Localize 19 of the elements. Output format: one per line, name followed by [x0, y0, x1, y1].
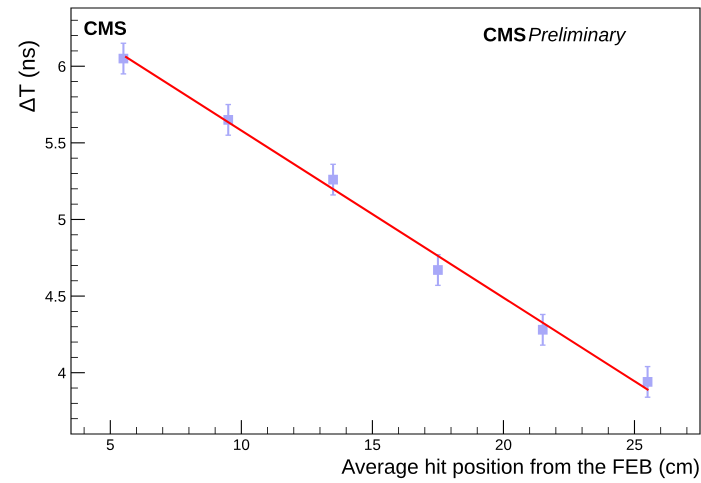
x-tick-label: 25	[626, 439, 642, 450]
y-tick-label: 4	[58, 368, 66, 378]
x-tick-label: 15	[365, 439, 380, 450]
annotation: CMS Preliminary	[484, 27, 626, 46]
point	[538, 324, 548, 335]
point	[433, 265, 443, 275]
y-tick-label: 5	[58, 214, 66, 226]
x-tick-label: 20	[496, 439, 512, 450]
y-tick-label: 4.5	[45, 291, 66, 302]
x-tick-label: 10	[234, 439, 250, 450]
y-tick-label: 6	[58, 61, 66, 72]
point	[642, 377, 652, 387]
point	[118, 54, 128, 64]
x-axis-title: Average hit position from the FEB (cm)	[342, 458, 699, 478]
x-tick-label: 5	[106, 439, 114, 450]
y-axis-title: ΔT (ns)	[18, 41, 40, 112]
y-tick-label: 5.5	[46, 138, 66, 149]
annotation: CMS	[84, 21, 126, 36]
point	[328, 174, 338, 184]
